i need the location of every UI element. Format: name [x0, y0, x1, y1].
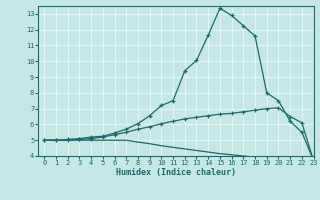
X-axis label: Humidex (Indice chaleur): Humidex (Indice chaleur) [116, 168, 236, 177]
